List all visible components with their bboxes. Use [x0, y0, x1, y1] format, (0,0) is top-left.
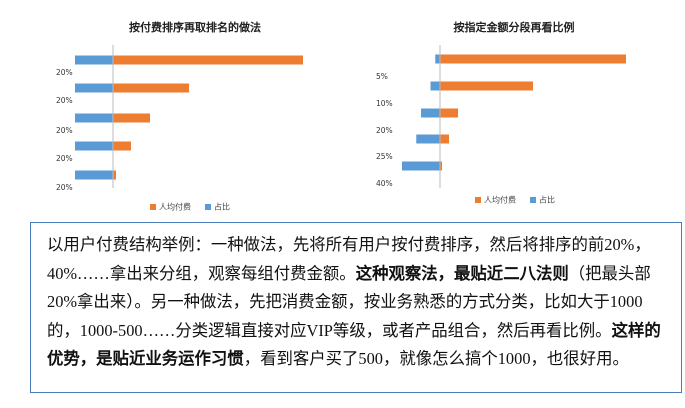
legend-label: 占比: [214, 202, 230, 212]
bar: [440, 54, 626, 64]
bar: [75, 141, 113, 151]
bar: [421, 108, 440, 118]
data-label: 10%: [376, 99, 393, 108]
data-label: 20%: [56, 68, 73, 77]
bar: [75, 55, 113, 65]
legend-label: 占比: [539, 195, 555, 205]
data-label: 20%: [376, 126, 393, 135]
bar: [113, 83, 189, 93]
data-label: 20%: [56, 96, 73, 105]
legend-swatch: [205, 204, 211, 210]
bar: [113, 141, 131, 151]
bar: [416, 134, 440, 144]
text-segment: 以用户付费结构举例：一种做法，先将所有用户按付费排序，然后将排序的前20%，40…: [47, 235, 651, 283]
text-segment: （把最头部20%拿出来）。另一种做法，先把消费金额，按业务熟悉的方式分类，比如大…: [47, 263, 651, 340]
data-label: 20%: [56, 154, 73, 163]
bar: [440, 108, 458, 118]
bar: [440, 161, 442, 171]
legend-swatch: [530, 197, 536, 203]
data-label: 20%: [56, 126, 73, 135]
chart-title: 按指定金额分段再看比例: [454, 20, 575, 34]
legend-label: 人均付费: [484, 195, 516, 205]
bar: [440, 134, 449, 144]
text-segment: ，看到客户买了500，就像怎么搞个1000，也很好用。: [243, 349, 629, 368]
bar: [113, 170, 116, 180]
bar: [430, 81, 440, 91]
text-segment: 这种观察法，最贴近二八法则: [355, 263, 569, 283]
bar: [113, 55, 303, 65]
bar: [435, 54, 440, 64]
legend-label: 人均付费: [159, 202, 191, 212]
bar: [113, 113, 150, 123]
chart-title: 按付费排序再取排名的做法: [129, 20, 261, 34]
bar: [440, 81, 533, 91]
text-segment: 这样的优势，是贴近业务运作习惯: [47, 320, 661, 369]
legend-swatch: [150, 204, 156, 210]
data-label: 5%: [376, 72, 388, 81]
bar: [402, 161, 440, 171]
data-label: 20%: [56, 183, 73, 192]
bar: [75, 83, 113, 93]
data-label: 40%: [376, 179, 393, 188]
legend-swatch: [475, 197, 481, 203]
bar: [75, 113, 113, 123]
bar: [75, 170, 113, 180]
text-box: 以用户付费结构举例：一种做法，先将所有用户按付费排序，然后将排序的前20%，40…: [30, 222, 682, 393]
data-label: 25%: [376, 152, 393, 161]
